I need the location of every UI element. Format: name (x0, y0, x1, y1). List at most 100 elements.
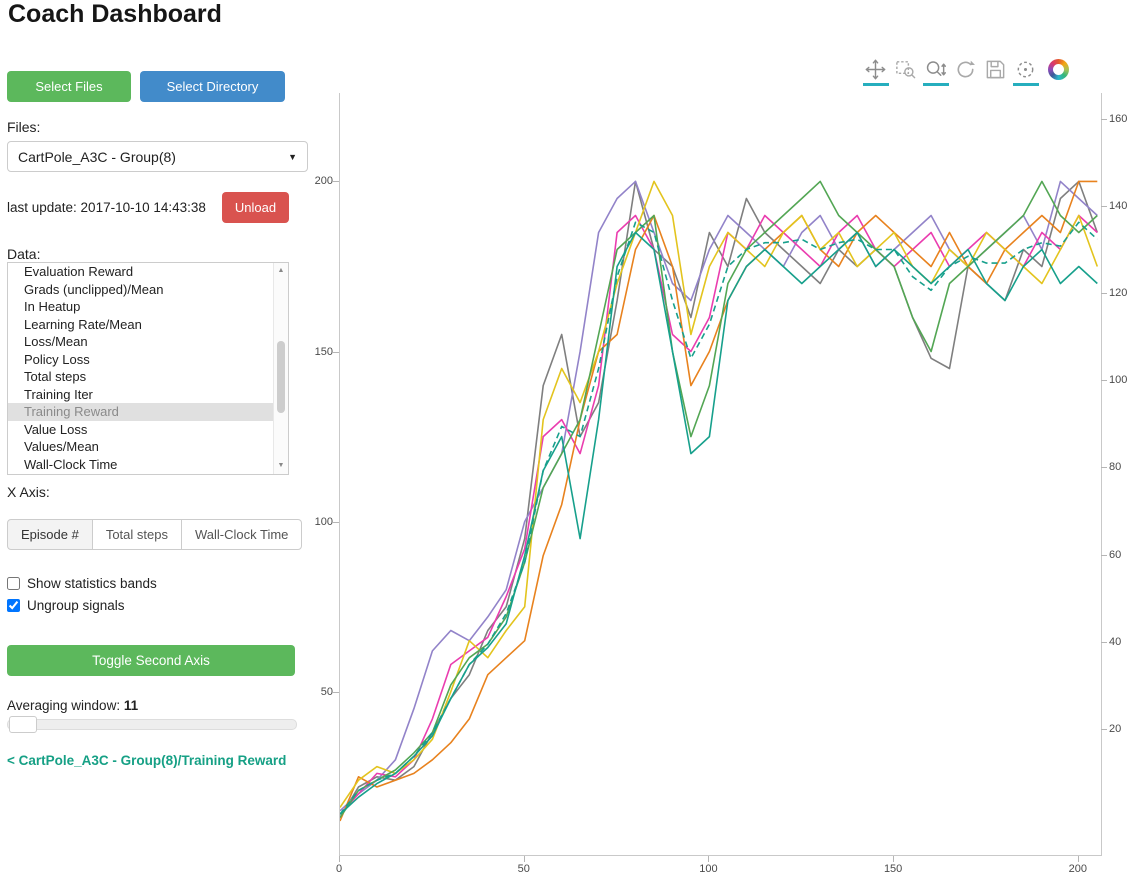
x-axis-option-episode[interactable]: Episode # (7, 519, 93, 550)
tick-mark (893, 856, 894, 862)
scroll-up-icon[interactable]: ▲ (277, 267, 285, 274)
data-list-item-values-mean[interactable]: Values/Mean (24, 439, 99, 454)
tick-mark (1101, 555, 1107, 556)
pan-tool-icon[interactable] (862, 58, 889, 86)
select-directory-button[interactable]: Select Directory (140, 71, 285, 102)
y-right-tick-label: 40 (1109, 635, 1122, 648)
data-list-item-loss-mean[interactable]: Loss/Mean (24, 334, 88, 349)
x-tick-label: 0 (335, 863, 343, 875)
y-left-tick-label: 200 (314, 175, 333, 188)
checkbox-row-ungroup-signals[interactable]: Ungroup signals (7, 598, 157, 613)
plot-canvas[interactable] (340, 93, 1101, 855)
tick-mark (333, 522, 339, 523)
data-list-item-value-loss[interactable]: Value Loss (24, 421, 88, 437)
file-select-dropdown[interactable]: CartPole_A3C - Group(8) ▼ (7, 141, 308, 172)
files-label: Files: (7, 119, 41, 135)
data-listbox[interactable]: Evaluation Reward Grads (unclipped)/Mean I… (7, 262, 289, 475)
checkbox-show-statistics-bands[interactable] (7, 577, 20, 590)
page-title: Coach Dashboard (8, 0, 222, 28)
wheel-zoom-tool-icon[interactable] (922, 58, 949, 86)
checkbox-ungroup-signals[interactable] (7, 599, 20, 612)
save-tool-icon[interactable] (982, 58, 1009, 86)
tick-mark (1101, 206, 1107, 207)
averaging-window-slider[interactable] (7, 716, 297, 733)
series-line-worker-5 (340, 180, 1099, 808)
series-line-worker-7 (340, 231, 1098, 815)
plot-area[interactable] (339, 93, 1102, 856)
y-left-tick-label: 100 (314, 515, 333, 528)
tick-mark (1101, 729, 1107, 730)
slider-thumb[interactable] (9, 716, 37, 733)
y-right-tick-label: 140 (1109, 200, 1128, 213)
averaging-label-text: Averaging window: (7, 698, 121, 713)
active-tool-underline (922, 83, 949, 86)
tick-mark (708, 856, 709, 862)
box-zoom-tool-icon[interactable] (892, 58, 919, 86)
tick-mark (333, 352, 339, 353)
data-list-item-in-heatup[interactable]: In Heatup (24, 299, 81, 314)
active-tool-underline (862, 83, 889, 86)
y-right-tick-label: 120 (1109, 287, 1128, 300)
y-right-tick-label: 80 (1109, 461, 1122, 474)
series-line-worker-3 (340, 214, 1098, 815)
y-right-tick-label: 100 (1109, 374, 1128, 387)
data-list-item-total-steps[interactable]: Total steps (24, 369, 87, 384)
x-axis-option-wall-clock-time[interactable]: Wall-Clock Time (180, 519, 303, 550)
tick-mark (1101, 642, 1107, 643)
data-label: Data: (7, 246, 41, 262)
data-list-item-wall-clock-time[interactable]: Wall-Clock Time (24, 456, 118, 472)
x-tick-label: 50 (517, 863, 530, 875)
x-axis-button-group: Episode # Total steps Wall-Clock Time (7, 519, 303, 550)
checkbox-label: Show statistics bands (27, 576, 157, 591)
y-right-tick-label: 160 (1109, 113, 1128, 126)
x-axis-option-total-steps[interactable]: Total steps (91, 519, 182, 550)
x-tick-label: 150 (883, 863, 903, 875)
tick-mark (1101, 293, 1107, 294)
data-list-item-learning-rate-mean[interactable]: Learning Rate/Mean (24, 316, 142, 332)
scrollbar-thumb[interactable] (277, 341, 285, 413)
x-tick-label: 200 (1068, 863, 1087, 875)
active-tool-underline (1012, 83, 1039, 86)
hover-tool-icon[interactable] (1012, 58, 1039, 86)
data-list-item-policy-loss[interactable]: Policy Loss (24, 351, 90, 367)
toggle-second-axis-button[interactable]: Toggle Second Axis (7, 645, 295, 676)
listbox-scrollbar[interactable]: ▲ ▼ (273, 263, 288, 474)
scroll-down-icon[interactable]: ▼ (277, 462, 285, 469)
tick-mark (333, 181, 339, 182)
file-select-value: CartPole_A3C - Group(8) (18, 148, 176, 165)
bokeh-logo-icon[interactable] (1048, 59, 1069, 80)
data-list-item-evaluation-reward[interactable]: Evaluation Reward (24, 264, 134, 279)
tick-mark (1078, 856, 1079, 862)
x-axis-label: X Axis: (7, 484, 50, 500)
active-tool-underline (983, 83, 1009, 86)
tick-mark (1101, 119, 1107, 120)
unload-button[interactable]: Unload (222, 192, 289, 223)
data-list-item-training-iter[interactable]: Training Iter (24, 386, 93, 402)
x-tick-label: 100 (699, 863, 718, 875)
data-list-item-grads-unclipped-mean[interactable]: Grads (unclipped)/Mean (24, 281, 164, 297)
y-right-tick-label: 20 (1109, 722, 1122, 735)
breadcrumb-link[interactable]: < CartPole_A3C - Group(8)/Training Rewar… (7, 753, 287, 768)
last-update-text: last update: 2017-10-10 14:43:38 (7, 200, 206, 215)
tick-mark (333, 692, 339, 693)
tick-mark (1101, 380, 1107, 381)
tick-mark (1101, 467, 1107, 468)
averaging-value: 11 (123, 698, 139, 713)
series-line-mean (340, 221, 1098, 815)
checkbox-group: Show statistics bands Ungroup signals (7, 576, 157, 613)
y-left-tick-label: 50 (320, 685, 333, 698)
dropdown-caret-icon: ▼ (288, 151, 297, 162)
active-tool-underline (893, 83, 919, 86)
series-line-worker-4 (340, 180, 1098, 822)
y-left-tick-label: 150 (314, 345, 333, 358)
data-list-items: Evaluation Reward Grads (unclipped)/Mean I… (8, 263, 288, 473)
reset-tool-icon[interactable] (952, 58, 979, 86)
tick-mark (339, 856, 340, 862)
data-list-item-training-reward[interactable]: Training Reward (8, 403, 288, 421)
select-files-button[interactable]: Select Files (7, 71, 131, 102)
plot-toolbar (862, 58, 1069, 86)
checkbox-row-show-statistics-bands[interactable]: Show statistics bands (7, 576, 157, 591)
y-right-tick-label: 60 (1109, 548, 1122, 561)
tick-mark (524, 856, 525, 862)
